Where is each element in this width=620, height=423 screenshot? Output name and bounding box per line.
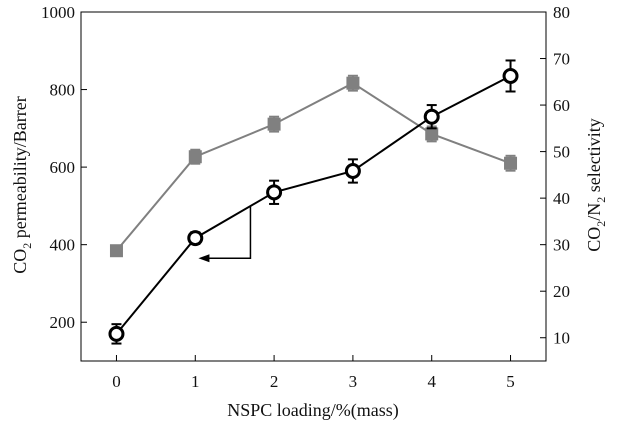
right-tick-label-70: 70 bbox=[553, 50, 570, 69]
left-axis-title: CO2 permeability/Barrer bbox=[10, 96, 34, 273]
x-tick-label-3: 3 bbox=[349, 372, 358, 391]
right-axis: 10 20 30 40 50 60 70 80 bbox=[540, 3, 570, 348]
arrow-line bbox=[206, 206, 252, 259]
left-tick-label-1000: 1000 bbox=[41, 3, 75, 22]
data-point bbox=[108, 325, 125, 342]
x-tick-label-5: 5 bbox=[506, 372, 515, 391]
x-tick-label-2: 2 bbox=[270, 372, 279, 391]
left-tick-label-800: 800 bbox=[50, 81, 76, 100]
series-layer bbox=[108, 59, 519, 345]
arrow-head bbox=[198, 254, 210, 263]
series-line bbox=[115, 75, 511, 335]
x-axis-title: NSPC loading/%(mass) bbox=[227, 400, 399, 421]
right-axis-title: CO2/N2 selectivity bbox=[584, 118, 608, 252]
data-point bbox=[502, 67, 519, 84]
data-point bbox=[109, 244, 123, 258]
left-tick-label-400: 400 bbox=[50, 236, 76, 255]
x-tick-label-4: 4 bbox=[427, 372, 436, 391]
right-tick-label-10: 10 bbox=[553, 329, 570, 348]
x-tick-label-0: 0 bbox=[112, 372, 121, 391]
x-tick-label-1: 1 bbox=[191, 372, 200, 391]
x-axis: 0 1 2 3 4 5 bbox=[112, 355, 515, 391]
data-point bbox=[267, 117, 281, 131]
data-point bbox=[423, 108, 440, 125]
plot-frame bbox=[80, 11, 547, 362]
left-tick-label-600: 600 bbox=[50, 158, 76, 177]
annotation-arrow bbox=[198, 206, 252, 263]
data-point bbox=[266, 184, 283, 201]
data-point bbox=[346, 76, 360, 90]
data-point bbox=[344, 162, 361, 179]
right-tick-label-20: 20 bbox=[553, 282, 570, 301]
series-line bbox=[115, 82, 511, 252]
right-tick-label-60: 60 bbox=[553, 96, 570, 115]
series-selectivity bbox=[109, 74, 518, 258]
right-tick-label-50: 50 bbox=[553, 143, 570, 162]
data-point bbox=[425, 127, 439, 141]
right-tick-label-40: 40 bbox=[553, 189, 570, 208]
right-tick-label-80: 80 bbox=[553, 3, 570, 22]
data-point bbox=[504, 156, 518, 170]
right-tick-label-30: 30 bbox=[553, 236, 570, 255]
data-point bbox=[188, 150, 202, 164]
series-permeability bbox=[108, 59, 519, 345]
left-axis: 200 400 600 800 1000 bbox=[41, 3, 87, 332]
plot-border bbox=[80, 11, 547, 362]
left-tick-label-200: 200 bbox=[50, 313, 76, 332]
data-point bbox=[187, 230, 204, 247]
